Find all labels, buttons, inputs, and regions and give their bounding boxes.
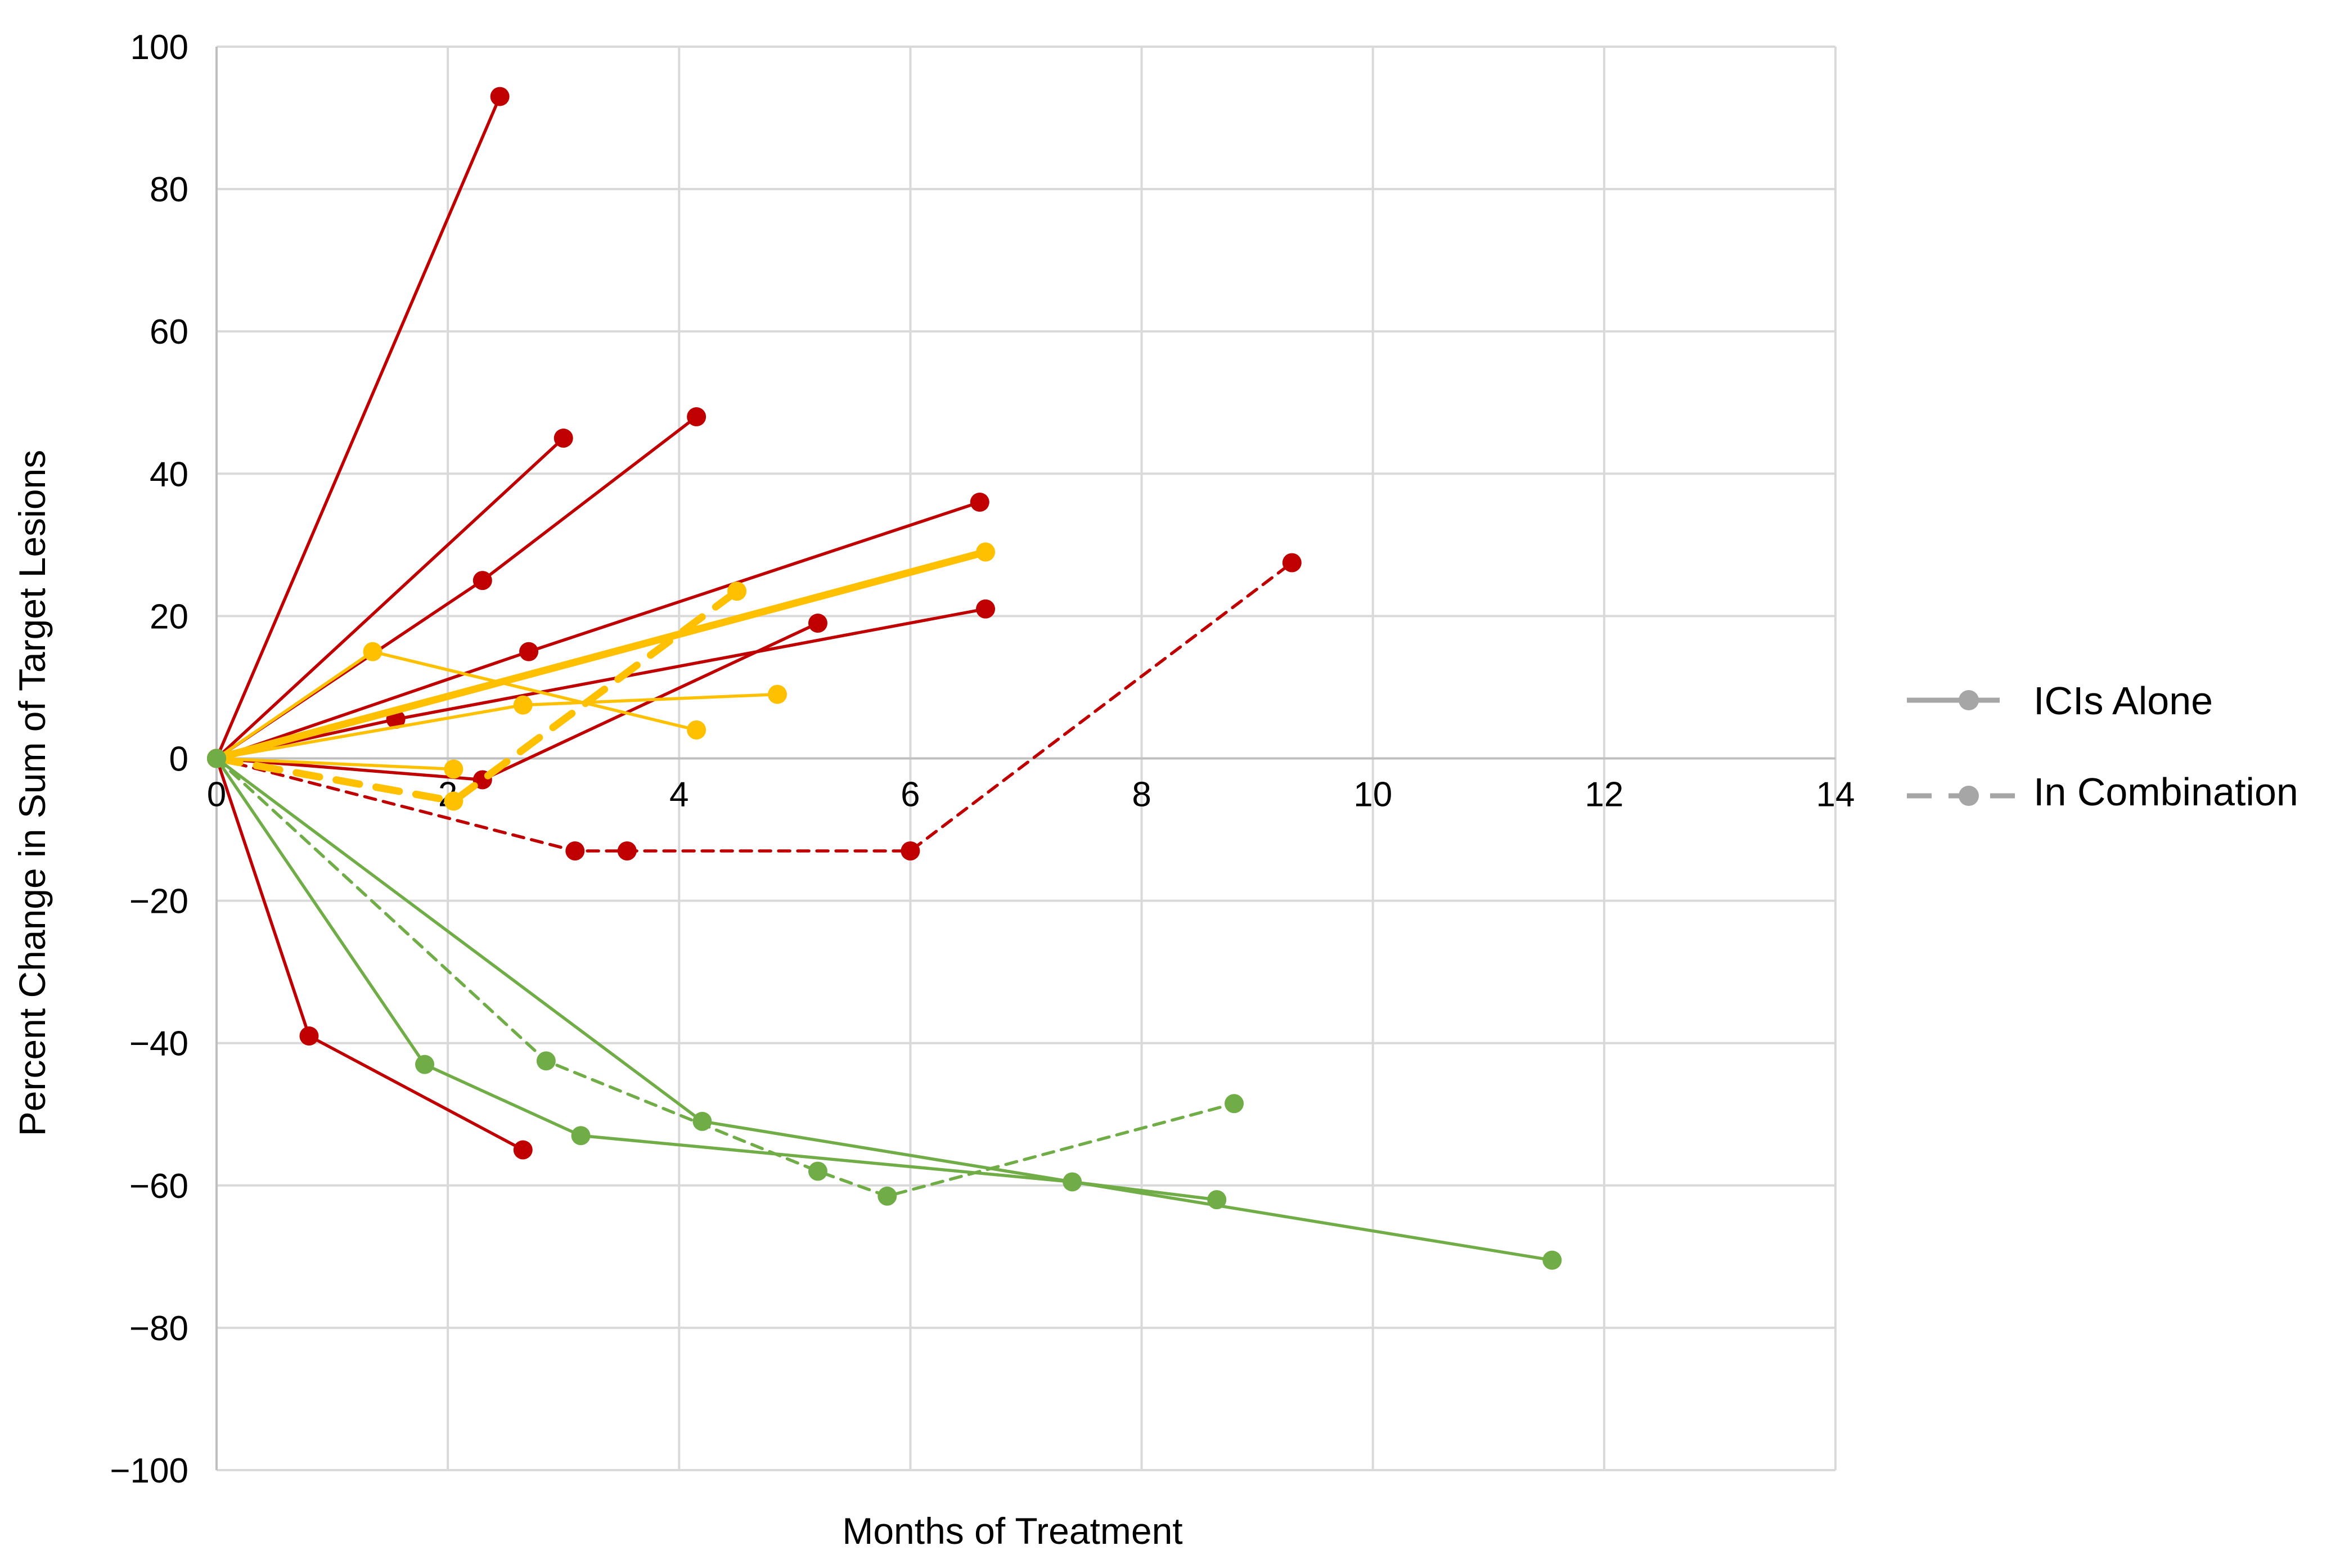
data-point xyxy=(519,642,539,661)
x-axis-title: Months of Treatment xyxy=(842,1510,1182,1552)
x-tick-label: 6 xyxy=(901,776,920,814)
legend-item-icis-alone: ICIs Alone xyxy=(1907,679,2213,723)
y-tick-label: −80 xyxy=(129,1309,188,1348)
data-point xyxy=(878,1186,897,1206)
y-tick-label: −60 xyxy=(129,1167,188,1206)
data-point xyxy=(490,87,510,106)
series-line xyxy=(213,548,989,762)
data-point xyxy=(554,429,573,448)
data-point xyxy=(1542,1250,1562,1270)
series-patient-16 xyxy=(207,749,1244,1206)
series-patient-14 xyxy=(207,749,1227,1210)
legend: ICIs Alone In Combination xyxy=(1907,679,2298,814)
y-tick-label: −20 xyxy=(129,882,188,921)
data-point xyxy=(513,695,533,715)
series-patient-8 xyxy=(207,749,533,1160)
x-tick-label: 12 xyxy=(1585,776,1623,814)
series-patient-9 xyxy=(207,642,706,768)
y-axis-title: Percent Change in Sum of Target Lesions xyxy=(11,450,53,1137)
data-point xyxy=(727,582,747,601)
y-tick-label: 40 xyxy=(150,455,188,494)
data-series xyxy=(207,87,1562,1270)
series-line xyxy=(215,756,456,771)
series-line xyxy=(215,436,565,760)
data-point xyxy=(513,1140,533,1160)
y-tick-label: −100 xyxy=(110,1452,188,1490)
y-tick-label: 80 xyxy=(150,170,188,209)
data-point xyxy=(808,1161,827,1181)
data-point xyxy=(768,684,788,704)
data-point xyxy=(536,1051,556,1071)
data-point xyxy=(901,841,920,861)
legend-swatch-marker xyxy=(1959,690,1979,710)
series-line xyxy=(215,756,1236,1198)
data-point xyxy=(472,571,492,591)
x-tick-label: 14 xyxy=(1816,776,1855,814)
data-point xyxy=(565,841,585,861)
data-point xyxy=(617,841,637,861)
series-line xyxy=(215,607,987,760)
legend-label-icis-alone: ICIs Alone xyxy=(2033,679,2213,723)
data-point xyxy=(444,791,464,811)
data-point xyxy=(808,614,827,633)
axes xyxy=(215,47,1835,1470)
data-point xyxy=(976,542,996,562)
data-point xyxy=(976,599,996,619)
data-point xyxy=(207,749,226,768)
data-point xyxy=(415,1055,435,1074)
series-line xyxy=(215,94,502,760)
x-tick-label: 8 xyxy=(1132,776,1151,814)
tick-labels: 02468101214100806040200−20−40−60−80−100 xyxy=(110,28,1855,1490)
data-point xyxy=(571,1126,591,1146)
legend-item-in-combination: In Combination xyxy=(1907,770,2298,814)
legend-swatch-marker xyxy=(1959,786,1979,806)
y-tick-label: 60 xyxy=(150,313,188,352)
data-point xyxy=(444,759,464,779)
data-point xyxy=(1225,1094,1244,1114)
y-tick-label: 20 xyxy=(150,597,188,636)
y-tick-label: 0 xyxy=(169,740,188,779)
data-point xyxy=(363,642,382,661)
x-tick-label: 4 xyxy=(669,776,688,814)
data-point xyxy=(970,492,989,512)
series-line xyxy=(215,561,1294,853)
y-tick-label: 100 xyxy=(130,28,188,67)
x-tick-label: 10 xyxy=(1353,776,1392,814)
data-point xyxy=(1282,553,1302,573)
y-tick-label: −40 xyxy=(129,1025,188,1064)
data-point xyxy=(687,407,706,427)
series-line xyxy=(215,756,1218,1201)
legend-label-in-combination: In Combination xyxy=(2033,770,2298,814)
data-point xyxy=(299,1026,319,1046)
data-point xyxy=(687,720,706,740)
